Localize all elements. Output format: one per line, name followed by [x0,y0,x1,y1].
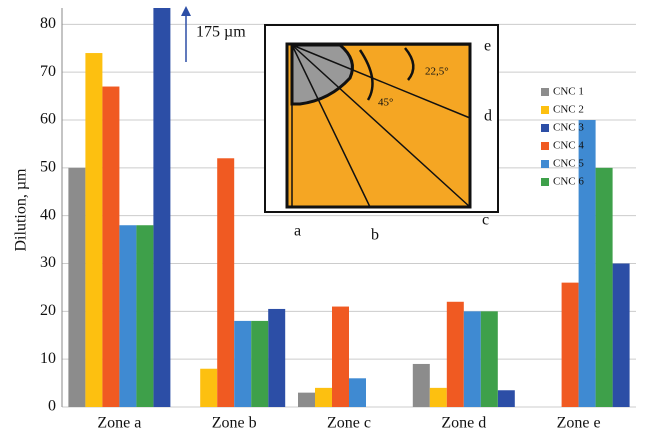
bar [102,87,119,407]
annotation-arrowhead [181,6,191,16]
y-tick-label: 30 [40,254,56,271]
y-tick-label: 40 [40,206,56,223]
x-tick-label: Zone c [327,415,371,432]
bar [136,225,153,407]
legend-swatch [541,178,549,186]
bar [447,302,464,407]
y-axis-label: Dilution, µm [13,168,30,252]
chart: Dilution, µm 175 µm 22,5° 45° a b c d e … [0,0,646,435]
y-tick-label: 60 [40,111,56,128]
bar [234,321,251,407]
inset-angle: 22,5° [425,66,449,78]
bar [251,321,268,407]
legend-swatch [541,88,549,96]
legend-label: CNC 1 [553,86,584,98]
legend-label: CNC 4 [553,140,584,152]
inset: 22,5° 45° a b c d e [265,25,498,244]
inset-label: b [371,227,379,244]
bar [413,364,430,407]
x-tick-label: Zone a [97,415,141,432]
y-tick-label: 20 [40,302,56,319]
bar [268,309,285,407]
inset-label: c [482,212,489,229]
inset-angle: 45° [378,97,393,109]
legend-label: CNC 6 [553,176,584,188]
bar [200,369,217,407]
y-tick-label: 70 [40,63,56,80]
bar [349,378,366,407]
bar [315,388,332,407]
bar [430,388,447,407]
legend-swatch [541,160,549,168]
inset-label: a [294,223,301,240]
legend-swatch [541,142,549,150]
legend-label: CNC 2 [553,104,584,116]
bar [481,311,498,407]
bar [68,168,85,407]
y-tick-label: 10 [40,350,56,367]
legend: CNC 1 CNC 2 CNC 3 CNC 4 CNC 5 CNC 6 [541,86,584,188]
bar [217,158,234,407]
inset-label: d [484,108,492,125]
bar [498,390,515,407]
x-tick-label: Zone d [441,415,486,432]
bar [85,53,102,407]
legend-swatch [541,124,549,132]
x-tick-label: Zone e [557,415,601,432]
y-tick-label: 80 [40,15,56,32]
bar [153,0,170,407]
bar [464,311,481,407]
bar [298,393,315,407]
y-tick-label: 0 [48,398,56,415]
bar [613,264,630,407]
bar [332,307,349,407]
bar [119,225,136,407]
y-tick-label: 50 [40,159,56,176]
legend-label: CNC 3 [553,122,584,134]
inset-label: e [484,38,491,55]
annotation: 175 µm [196,24,246,41]
bar [596,168,613,407]
legend-swatch [541,106,549,114]
bar [562,283,579,407]
legend-label: CNC 5 [553,158,584,170]
x-tick-label: Zone b [212,415,257,432]
